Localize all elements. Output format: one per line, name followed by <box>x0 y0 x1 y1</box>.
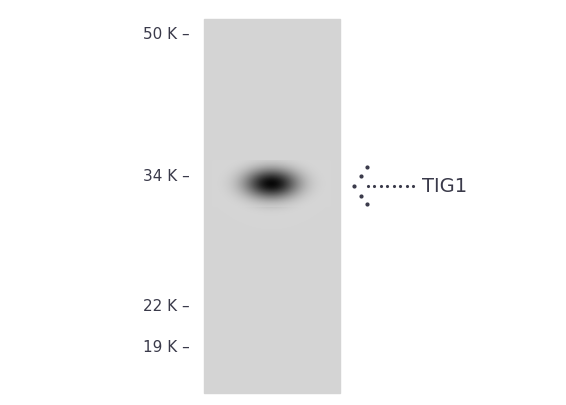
Bar <box>204 20 340 393</box>
Text: 22 K –: 22 K – <box>143 298 190 313</box>
Text: 50 K –: 50 K – <box>143 27 190 42</box>
Text: 19 K –: 19 K – <box>143 339 190 354</box>
Text: 34 K –: 34 K – <box>143 169 190 183</box>
Text: TIG1: TIG1 <box>422 177 467 196</box>
